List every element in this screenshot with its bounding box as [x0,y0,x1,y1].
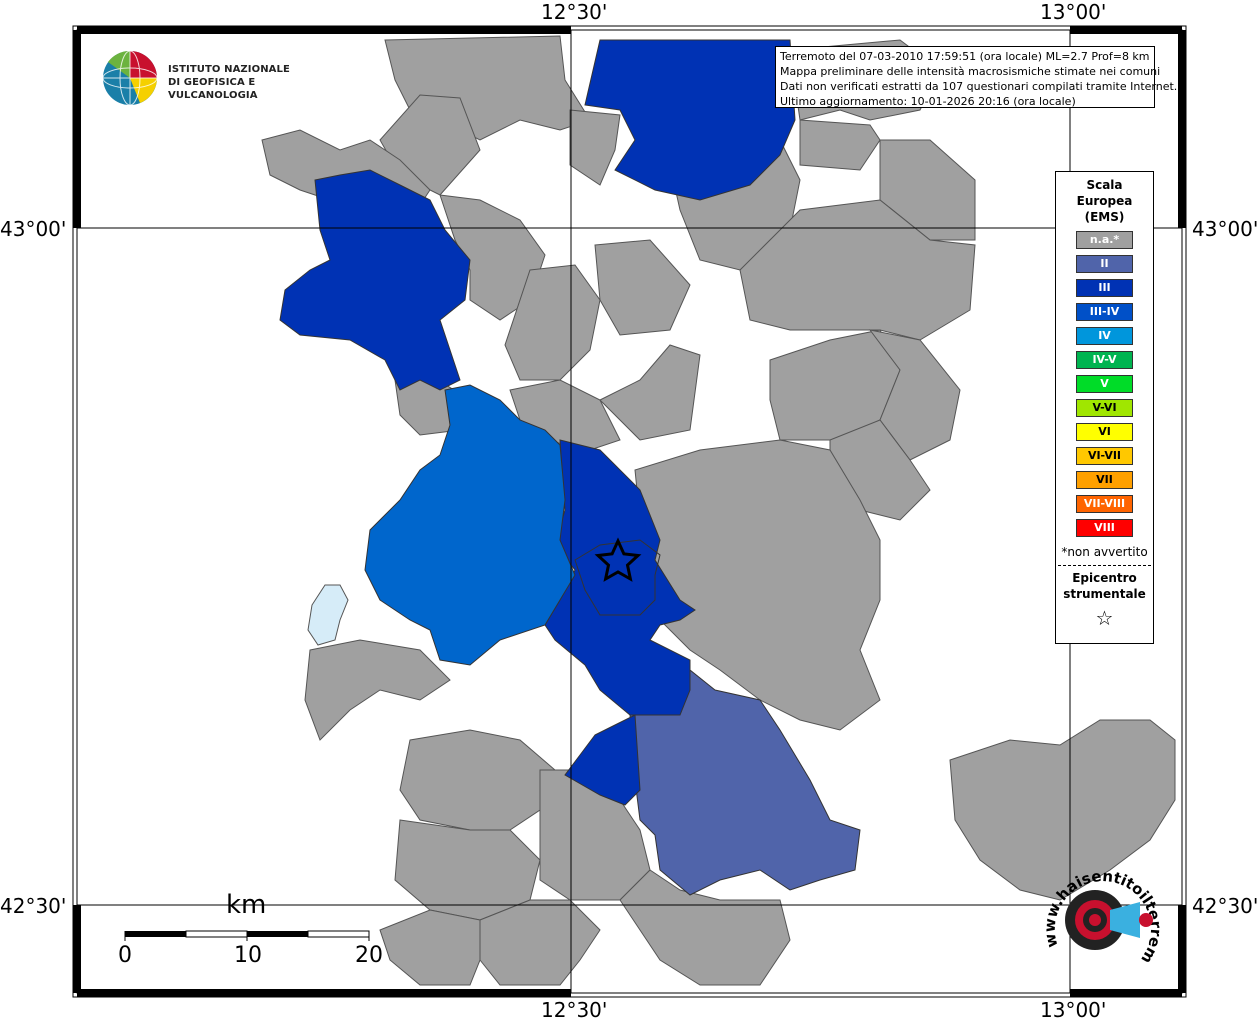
legend-item-ii: II [1076,255,1133,273]
epicenter-star [594,537,642,582]
legend-item-viii: VIII [1076,519,1133,537]
haisentito-logo: www.haisentitoilterremoto.it [1035,844,1165,982]
lon-label-bottom-1300: 13°00' [1040,998,1107,1022]
scale-bar-tick-10: 10 [234,943,262,968]
ingv-globe-icon [102,50,158,106]
legend-title-line1: Scala [1086,178,1123,192]
scale-bar-unit: km [226,890,267,920]
ingv-name-line1: ISTITUTO NAZIONALE [168,64,290,75]
event-info-box: Terremoto del 07-03-2010 17:59:51 (ora l… [775,46,1178,108]
ingv-name: ISTITUTO NAZIONALE DI GEOFISICA E VULCAN… [168,63,310,102]
legend-item-vii-viii: VII-VIII [1076,495,1133,513]
legend-item-vii: VII [1076,471,1133,489]
legend-title-line2: Europea [1076,194,1133,208]
scale-bar-tick-20: 20 [355,943,383,968]
haisentito-megaphone-icon [1110,902,1140,938]
lake [307,584,349,646]
event-info-line4: Ultimo aggiornamento: 10-01-2026 20:16 (… [780,95,1076,108]
regions-intensity-iii [279,39,796,806]
ems-legend: Scala Europea (EMS) n.a.* II III III-IV IV IV… [1055,171,1154,644]
legend-note: *non avvertito [1061,545,1148,559]
legend-item-vi: VI [1076,423,1133,441]
scale-bar-tick-0: 0 [118,943,132,968]
legend-item-iv: IV [1076,327,1133,345]
legend-item-iii: III [1076,279,1133,297]
ingv-name-line2: DI GEOFISICA E VULCANOLOGIA [168,77,258,101]
legend-title: Scala Europea (EMS) [1056,177,1153,225]
lon-label-bottom-1230: 12°30' [541,998,608,1022]
lat-label-left-4230: 42°30' [0,894,67,918]
legend-separator [1058,565,1151,566]
event-info-line2: Mappa preliminare delle intensità macros… [780,65,1161,78]
lat-label-right-4230: 42°30' [1192,894,1257,918]
haisentito-question-icon [1139,913,1153,927]
legend-item-v: V [1076,375,1133,393]
legend-item-v-vi: V-VI [1076,399,1133,417]
legend-title-line3: (EMS) [1084,210,1125,224]
region-intensity-ii [629,669,861,896]
legend-epicenter-label: Epicentro strumentale [1056,570,1153,602]
region-intensity-iv [364,384,576,666]
lon-label-top-1230: 12°30' [541,0,608,24]
lat-label-left-4300: 43°00' [0,217,67,241]
legend-item-iii-iv: III-IV [1076,303,1133,321]
legend-item-n-a: n.a.* [1076,231,1133,249]
frame-outline [72,25,1187,998]
ingv-logo: ISTITUTO NAZIONALE DI GEOFISICA E VULCAN… [100,48,310,110]
legend-item-vi-vii: VI-VII [1076,447,1133,465]
legend-star-icon: ☆ [1095,606,1114,630]
scale-bar [124,930,370,941]
legend-epicenter-line2: strumentale [1063,587,1146,601]
event-info-line3: Dati non verificati estratti da 107 ques… [780,80,1178,93]
lat-label-right-4300: 43°00' [1192,217,1257,241]
legend-item-iv-v: IV-V [1076,351,1133,369]
legend-epicenter-line1: Epicentro [1072,571,1137,585]
frame-border [73,26,1186,997]
lon-label-top-1300: 13°00' [1040,0,1107,24]
legend-items: n.a.* II III III-IV IV IV-V V V-VI VI VI-VII VII VI… [1056,231,1153,537]
event-info-line1: Terremoto del 07-03-2010 17:59:51 (ora l… [780,50,1150,63]
